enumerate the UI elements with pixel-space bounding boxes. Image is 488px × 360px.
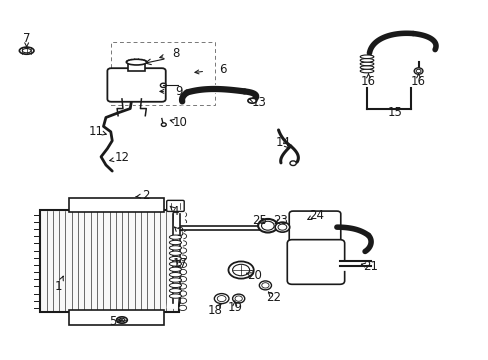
FancyBboxPatch shape [107, 68, 165, 102]
Ellipse shape [275, 222, 289, 232]
Ellipse shape [289, 161, 296, 166]
Ellipse shape [169, 262, 181, 266]
Ellipse shape [179, 276, 186, 282]
Text: 10: 10 [173, 116, 187, 129]
Text: 18: 18 [207, 304, 223, 317]
Text: 20: 20 [246, 269, 261, 282]
Ellipse shape [169, 251, 181, 255]
Ellipse shape [179, 240, 186, 246]
Text: 5: 5 [109, 315, 117, 328]
Text: 9: 9 [175, 85, 182, 98]
Ellipse shape [169, 278, 181, 282]
Ellipse shape [261, 221, 274, 230]
Ellipse shape [413, 68, 422, 74]
Ellipse shape [360, 66, 373, 69]
Ellipse shape [116, 317, 127, 323]
Text: 3: 3 [176, 226, 183, 239]
Ellipse shape [126, 59, 146, 65]
FancyBboxPatch shape [166, 201, 184, 211]
Text: 8: 8 [172, 47, 180, 60]
Ellipse shape [259, 281, 271, 290]
Ellipse shape [169, 246, 181, 250]
Ellipse shape [179, 219, 186, 225]
Bar [40, 210, 179, 312]
Ellipse shape [278, 224, 286, 230]
Text: 16: 16 [360, 75, 375, 88]
FancyBboxPatch shape [288, 211, 340, 244]
Ellipse shape [169, 256, 181, 261]
Ellipse shape [360, 62, 373, 66]
Ellipse shape [415, 69, 420, 73]
Ellipse shape [179, 305, 186, 311]
Ellipse shape [232, 294, 244, 303]
Ellipse shape [20, 47, 34, 54]
Ellipse shape [214, 294, 228, 303]
Ellipse shape [217, 296, 225, 302]
Ellipse shape [179, 262, 186, 267]
Text: 19: 19 [227, 301, 242, 314]
Ellipse shape [179, 234, 186, 239]
Text: 25: 25 [251, 213, 266, 226]
FancyBboxPatch shape [287, 240, 344, 284]
Ellipse shape [160, 83, 166, 87]
Text: 17: 17 [172, 257, 187, 270]
Text: 13: 13 [251, 96, 266, 109]
Text: 1: 1 [55, 280, 62, 293]
Ellipse shape [169, 240, 181, 245]
Text: 15: 15 [387, 106, 402, 120]
Text: 2: 2 [142, 189, 150, 202]
Ellipse shape [169, 294, 181, 298]
Text: 14: 14 [275, 136, 290, 149]
Ellipse shape [179, 226, 186, 232]
Ellipse shape [360, 69, 373, 73]
Ellipse shape [179, 284, 186, 289]
Ellipse shape [258, 219, 277, 233]
Ellipse shape [360, 59, 373, 62]
Text: 7: 7 [23, 32, 30, 45]
Text: 23: 23 [273, 213, 288, 226]
Text: 21: 21 [363, 260, 378, 273]
Text: 4: 4 [171, 204, 179, 217]
Ellipse shape [169, 267, 181, 271]
Ellipse shape [360, 55, 373, 59]
Bar [69, 198, 164, 212]
Ellipse shape [247, 98, 256, 103]
Ellipse shape [169, 235, 181, 239]
Ellipse shape [179, 255, 186, 260]
Ellipse shape [22, 49, 31, 53]
Ellipse shape [179, 248, 186, 253]
Text: 6: 6 [219, 63, 226, 76]
Bar [69, 310, 164, 325]
Text: 12: 12 [114, 151, 129, 165]
Ellipse shape [161, 123, 166, 126]
Text: 22: 22 [265, 291, 281, 305]
Text: 16: 16 [410, 75, 425, 88]
Ellipse shape [179, 269, 186, 275]
Ellipse shape [169, 283, 181, 288]
Ellipse shape [179, 212, 186, 217]
Ellipse shape [228, 261, 253, 279]
Ellipse shape [261, 283, 268, 288]
Text: 24: 24 [308, 208, 323, 221]
Ellipse shape [169, 273, 181, 277]
Bar [111, 42, 215, 105]
Ellipse shape [235, 296, 242, 301]
Ellipse shape [169, 289, 181, 293]
Ellipse shape [179, 291, 186, 296]
Ellipse shape [119, 318, 124, 322]
Ellipse shape [232, 264, 249, 276]
Bar [127, 63, 145, 71]
Text: 11: 11 [88, 125, 103, 138]
Ellipse shape [179, 298, 186, 303]
